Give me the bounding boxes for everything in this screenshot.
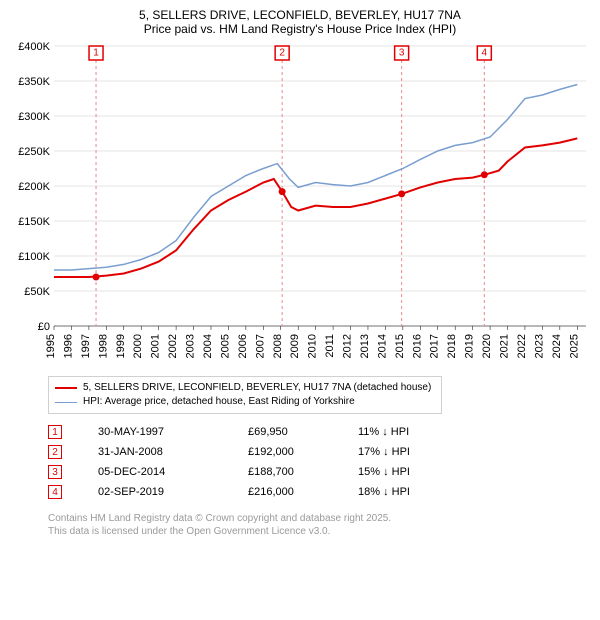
sale-pct: 18% ↓ HPI [358,486,410,498]
svg-text:2008: 2008 [272,334,284,358]
sale-pct: 15% ↓ HPI [358,466,410,478]
svg-text:£250K: £250K [18,146,50,158]
svg-text:2014: 2014 [376,334,388,358]
sale-price: £188,700 [248,466,358,478]
price-chart: £0 £50K £100K £150K £200K £250K £300K £350K £400… [8,40,592,370]
svg-text:2004: 2004 [202,334,214,358]
svg-text:2017: 2017 [429,334,441,358]
svg-text:2010: 2010 [307,334,319,358]
svg-text:1996: 1996 [62,334,74,358]
sale-price: £216,000 [248,486,358,498]
sale-date: 30-MAY-1997 [98,426,248,438]
svg-text:2: 2 [279,48,285,59]
svg-text:2020: 2020 [481,334,493,358]
svg-text:2015: 2015 [394,334,406,358]
svg-text:2013: 2013 [359,334,371,358]
legend-label-hpi: HPI: Average price, detached house, East… [83,395,355,409]
footer-attribution: Contains HM Land Registry data © Crown c… [48,512,592,538]
svg-text:1: 1 [93,48,99,59]
svg-text:£350K: £350K [18,76,50,88]
svg-text:2002: 2002 [167,334,179,358]
svg-text:2022: 2022 [516,334,528,358]
svg-text:2006: 2006 [237,334,249,358]
sale-price: £192,000 [248,446,358,458]
svg-text:£200K: £200K [18,181,50,193]
legend-row-property: 5, SELLERS DRIVE, LECONFIELD, BEVERLEY, … [55,381,435,395]
sale-date: 02-SEP-2019 [98,486,248,498]
svg-text:2021: 2021 [499,334,511,358]
title-line-2: Price paid vs. HM Land Registry's House … [8,22,592,36]
svg-text:4: 4 [482,48,488,59]
table-row: 3 05-DEC-2014 £188,700 15% ↓ HPI [48,462,592,482]
table-row: 4 02-SEP-2019 £216,000 18% ↓ HPI [48,482,592,502]
svg-text:2001: 2001 [150,334,162,358]
table-row: 1 30-MAY-1997 £69,950 11% ↓ HPI [48,422,592,442]
svg-text:2019: 2019 [464,334,476,358]
svg-text:2011: 2011 [324,334,336,358]
title-line-1: 5, SELLERS DRIVE, LECONFIELD, BEVERLEY, … [8,8,592,22]
sale-pct: 17% ↓ HPI [358,446,410,458]
legend-row-hpi: HPI: Average price, detached house, East… [55,395,435,409]
chart-area: £0 £50K £100K £150K £200K £250K £300K £350K £400… [8,40,592,370]
svg-text:£100K: £100K [18,251,50,263]
svg-text:2009: 2009 [289,334,301,358]
svg-text:2007: 2007 [254,334,266,358]
svg-text:2018: 2018 [446,334,458,358]
footer-line-2: This data is licensed under the Open Gov… [48,525,592,538]
svg-text:1995: 1995 [45,334,57,358]
legend-label-property: 5, SELLERS DRIVE, LECONFIELD, BEVERLEY, … [83,381,431,395]
sale-marker-4: 4 [48,485,62,499]
svg-text:2024: 2024 [551,334,563,358]
legend-swatch-blue [55,402,77,403]
svg-text:2016: 2016 [411,334,423,358]
svg-text:2005: 2005 [219,334,231,358]
chart-title-block: 5, SELLERS DRIVE, LECONFIELD, BEVERLEY, … [8,8,592,36]
svg-text:2012: 2012 [342,334,354,358]
table-row: 2 31-JAN-2008 £192,000 17% ↓ HPI [48,442,592,462]
sale-pct: 11% ↓ HPI [358,426,409,438]
footer-line-1: Contains HM Land Registry data © Crown c… [48,512,592,525]
svg-text:£300K: £300K [18,111,50,123]
svg-text:3: 3 [399,48,405,59]
sales-table: 1 30-MAY-1997 £69,950 11% ↓ HPI 2 31-JAN… [48,422,592,502]
sale-marker-1: 1 [48,425,62,439]
svg-text:£50K: £50K [24,286,50,298]
svg-text:2025: 2025 [568,334,580,358]
sale-date: 05-DEC-2014 [98,466,248,478]
svg-text:2000: 2000 [132,334,144,358]
svg-text:£0: £0 [38,321,50,333]
svg-text:£400K: £400K [18,41,50,53]
sale-marker-3: 3 [48,465,62,479]
svg-text:£150K: £150K [18,216,50,228]
legend-box: 5, SELLERS DRIVE, LECONFIELD, BEVERLEY, … [48,376,442,414]
legend-swatch-red [55,387,77,389]
sale-marker-2: 2 [48,445,62,459]
svg-text:2003: 2003 [185,334,197,358]
sale-price: £69,950 [248,426,358,438]
svg-text:1998: 1998 [97,334,109,358]
svg-text:1999: 1999 [115,334,127,358]
svg-text:2023: 2023 [533,334,545,358]
sale-date: 31-JAN-2008 [98,446,248,458]
svg-text:1997: 1997 [80,334,92,358]
